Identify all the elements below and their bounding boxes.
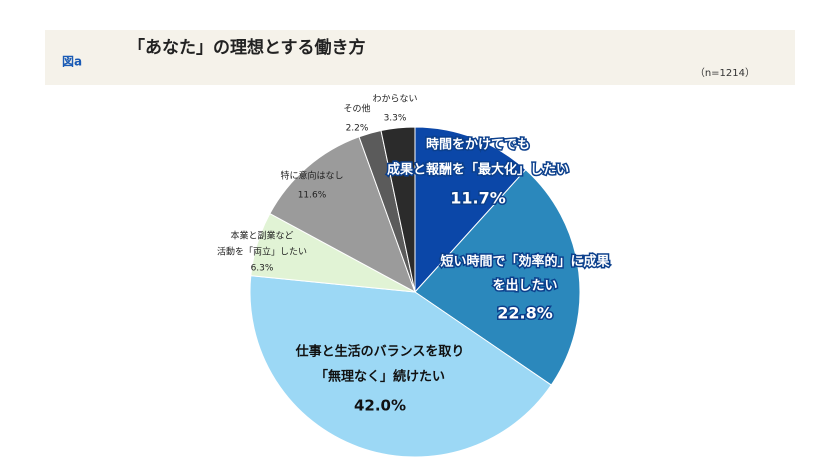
value-label: 6.3% [251,264,274,274]
category-label: 活動を「両立」したい [217,246,307,258]
value-label: 2.2% [346,124,369,134]
slice-label: その他 2.2% [343,103,370,134]
pie-slice [249,275,552,458]
value-label: 11.6% [298,191,327,201]
category-label: 本業と副業など [230,230,293,242]
category-label: わからない [372,94,417,105]
category-label: 短い時間で「効率的」に成果 [440,254,609,270]
value-label: 22.8% [497,304,553,323]
pie-slice [414,126,527,294]
category-label: 「無理なく」続けたい [315,369,445,385]
category-label: 仕事と生活のバランスを取り [295,344,465,360]
category-label: 成果と報酬を「最大化」したい [387,162,569,178]
value-label: 42.0% [354,397,406,415]
chart-title: 「あなた」の理想とする働き方 [128,37,366,58]
value-label: 11.7% [450,189,506,208]
pie-slice [380,126,416,293]
category-label: 時間をかけてでも [426,137,530,153]
pie-slice [269,136,416,294]
sample-note: （n=1214） [695,67,755,79]
pie-slice [414,168,581,386]
category-label: を出したい [492,278,557,294]
value-label: 3.3% [384,114,407,124]
category-label: 特に意向はなし [280,170,343,182]
header-band [45,30,795,85]
slice-label: わからない 3.3% [372,94,417,124]
figure-label: 図a [62,55,82,69]
slice-label: 特に意向はなし 11.6% [280,170,343,201]
slice-label: 仕事と生活のバランスを取り「無理なく」続けたい 42.0% [295,344,465,415]
category-label: その他 [343,103,370,115]
